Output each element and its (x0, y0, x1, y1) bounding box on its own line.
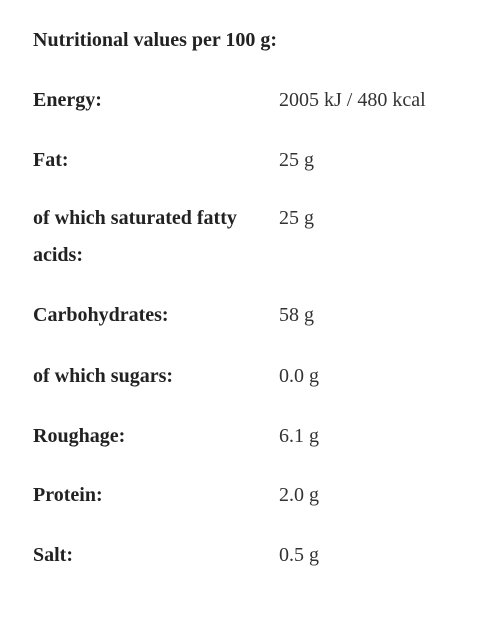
row-label: Energy: (33, 89, 102, 111)
row-label: Salt: (33, 544, 73, 566)
row-label: of which saturated fatty acids: (33, 207, 237, 266)
row-value: 25 g (279, 207, 314, 229)
row-label: Fat: (33, 149, 69, 171)
row-value: 2005 kJ / 480 kcal (279, 89, 426, 111)
row-value: 6.1 g (279, 425, 319, 447)
row-label: Protein: (33, 484, 103, 506)
row-value: 0.0 g (279, 365, 319, 387)
row-label: of which sugars: (33, 365, 174, 387)
title: Nutritional values per 100 g: (33, 29, 278, 51)
row-label: Carbohydrates: (33, 304, 169, 326)
row-value: 58 g (279, 304, 314, 326)
row-value: 2.0 g (279, 484, 319, 506)
row-value: 0.5 g (279, 544, 319, 566)
row-label: Roughage: (33, 425, 126, 447)
row-value: 25 g (279, 149, 314, 171)
